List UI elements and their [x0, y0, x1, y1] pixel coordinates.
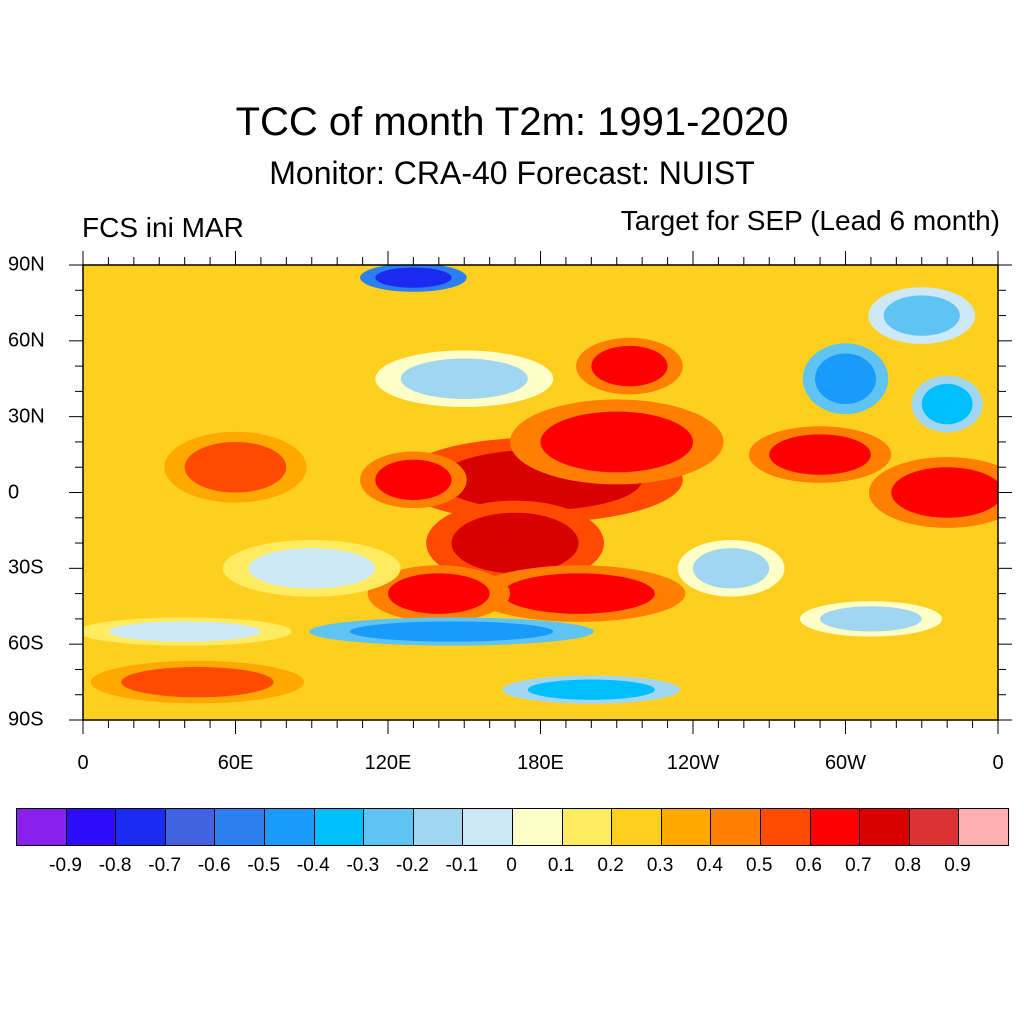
colorbar-label: -0.6: [197, 855, 231, 876]
colorbar-label: -0.8: [98, 855, 132, 876]
colorbar-swatch: [909, 809, 960, 845]
x-tick-label: 0: [77, 752, 89, 774]
correlation-region: [248, 548, 376, 589]
colorbar-swatch: [860, 809, 910, 845]
correlation-region: [540, 411, 693, 473]
correlation-region: [769, 434, 871, 475]
colorbar-label: 0.1: [547, 855, 575, 876]
x-tick-label: 60E: [217, 752, 254, 774]
x-tick-label: 180E: [517, 752, 564, 774]
correlation-region: [502, 573, 655, 614]
x-tick-label: 0: [992, 752, 1004, 774]
colorbar-swatch: [314, 809, 365, 845]
colorbar-label: 0: [506, 855, 517, 876]
colorbar-swatch: [661, 809, 712, 845]
left-label: FCS ini MAR: [82, 212, 244, 243]
right-label: Target for SEP (Lead 6 month): [620, 205, 1000, 236]
correlation-region: [815, 353, 876, 405]
colorbar-label: 0.8: [894, 855, 922, 876]
colorbar-swatch: [66, 809, 117, 845]
chart-title: TCC of month T2m: 1991-2020: [235, 100, 789, 144]
colorbar-label: 0.9: [944, 855, 971, 876]
correlation-region: [375, 267, 452, 288]
colorbar-label: 0.2: [597, 855, 624, 876]
colorbar-label: 0.6: [795, 855, 823, 876]
colorbar-label: -0.1: [445, 855, 479, 876]
colorbar-swatch: [165, 809, 216, 845]
correlation-region: [883, 295, 960, 336]
colorbar-label: -0.3: [346, 855, 380, 876]
correlation-region: [108, 621, 261, 642]
y-tick-label: 60N: [8, 329, 45, 352]
colorbar-swatch: [17, 809, 67, 845]
colorbar-label: -0.4: [296, 855, 330, 876]
colorbar-swatch: [215, 809, 265, 845]
colorbar-label: -0.5: [247, 855, 281, 876]
colorbar-swatch: [612, 809, 662, 845]
correlation-region: [451, 512, 579, 574]
y-tick-label: 30S: [8, 556, 44, 579]
colorbar-swatch: [364, 809, 414, 845]
colorbar-label: 0.4: [696, 855, 723, 876]
y-tick-label: 0: [8, 481, 20, 503]
correlation-region: [184, 441, 287, 493]
correlation-region: [591, 345, 668, 387]
correlation-region: [400, 358, 528, 399]
colorbar-swatch: [810, 809, 861, 845]
y-tick-label: 30N: [8, 405, 45, 428]
correlation-region: [527, 679, 655, 700]
colorbar-swatch: [116, 809, 166, 845]
colorbar-swatch: [463, 809, 513, 845]
x-tick-label: 120W: [666, 752, 720, 774]
colorbar: [16, 808, 1009, 846]
colorbar-swatch: [562, 809, 613, 845]
correlation-region: [388, 573, 490, 614]
x-tick-label: 120E: [364, 752, 412, 774]
correlation-region: [921, 383, 973, 425]
correlation-region: [693, 548, 770, 589]
colorbar-swatch: [264, 809, 315, 845]
correlation-region: [121, 666, 274, 698]
colorbar-label: -0.9: [49, 855, 82, 876]
colorbar-swatch: [959, 809, 1008, 845]
colorbar-label: 0.7: [845, 855, 872, 876]
y-tick-label: 60S: [8, 632, 44, 655]
x-tick-label: 60W: [824, 752, 867, 774]
colorbar-label: -0.2: [396, 855, 429, 876]
correlation-region: [375, 459, 452, 501]
colorbar-label: 0.3: [646, 855, 674, 876]
colorbar-swatch: [760, 809, 811, 845]
colorbar-swatch: [413, 809, 464, 845]
correlation-region: [891, 467, 998, 518]
correlation-region: [820, 606, 922, 632]
chart-subtitle: Monitor: CRA-40 Forecast: NUIST: [269, 155, 755, 191]
colorbar-label: 0.5: [746, 855, 773, 876]
y-tick-label: 90N: [8, 253, 45, 276]
colorbar-swatch: [512, 809, 563, 845]
correlation-region: [349, 621, 554, 642]
colorbar-swatch: [711, 809, 761, 845]
y-tick-label: 90S: [8, 708, 44, 731]
colorbar-label: -0.7: [148, 855, 182, 876]
